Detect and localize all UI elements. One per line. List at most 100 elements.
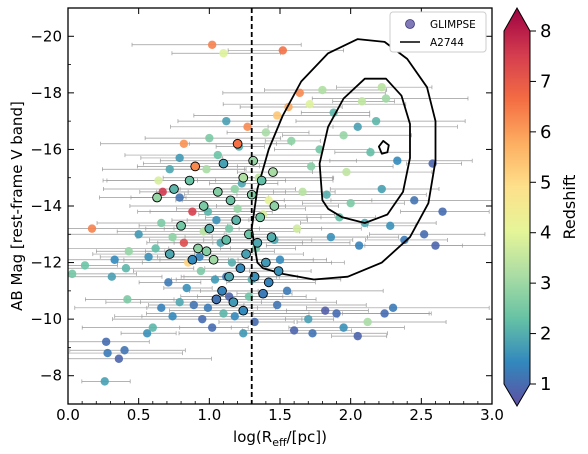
a2744-point	[198, 201, 209, 211]
glimpse-point	[366, 148, 375, 157]
glimpse-point	[353, 331, 362, 341]
glimpse-point	[87, 224, 97, 233]
a2744-point	[232, 138, 243, 149]
glimpse-point	[120, 346, 129, 355]
glimpse-point	[230, 312, 239, 321]
legend-glimpse-marker	[405, 19, 415, 29]
colorbar-tick-label: 2	[540, 324, 551, 345]
glimpse-point	[157, 303, 166, 313]
glimpse-point	[292, 224, 302, 233]
x-tick-label: 0.0	[56, 406, 80, 424]
glimpse-point	[175, 153, 184, 163]
a2744-point	[248, 155, 258, 166]
glimpse-point	[230, 184, 239, 194]
glimpse-point	[326, 232, 336, 242]
glimpse-point	[100, 377, 109, 386]
a2744-point	[255, 212, 266, 223]
glimpse-point	[114, 354, 124, 363]
glimpse-point	[151, 244, 160, 253]
a2744-point	[221, 235, 232, 245]
glimpse-point	[388, 303, 398, 313]
glimpse-point	[196, 266, 206, 276]
glimpse-point	[175, 193, 184, 202]
glimpse-point	[298, 187, 307, 197]
glimpse-point	[157, 218, 166, 228]
glimpse-point	[321, 306, 330, 315]
glimpse-point	[148, 323, 157, 332]
glimpse-point	[431, 241, 440, 250]
glimpse-point	[195, 252, 204, 262]
a2744-point	[169, 184, 179, 194]
glimpse-point	[393, 156, 402, 165]
x-axis-ticks: 0.0 0.5 1.0 1.5 2.0 2.5 3.0	[56, 8, 504, 424]
glimpse-point	[261, 128, 271, 137]
glimpse-point	[110, 255, 119, 264]
a2744-point	[225, 195, 236, 206]
glimpse-point	[210, 275, 220, 284]
glimpse-point	[282, 286, 292, 296]
glimpse-point	[207, 323, 217, 332]
a2744-point	[238, 172, 249, 183]
a2744-point	[218, 158, 229, 169]
x-axis-title: log(Reff/[pc])	[233, 428, 327, 449]
a2744-point	[184, 175, 195, 186]
colorbar-tick-label: 8	[540, 21, 551, 42]
glimpse-point	[179, 238, 189, 247]
glimpse-point	[144, 252, 153, 262]
glimpse-point	[101, 337, 111, 346]
colorbar-tick-label: 6	[540, 122, 551, 143]
a2744-point	[201, 246, 212, 257]
glimpse-point	[438, 207, 447, 216]
glimpse-point	[410, 196, 419, 205]
a2744-point	[269, 201, 280, 211]
glimpse-point	[287, 136, 296, 146]
a2744-point	[208, 254, 219, 265]
a2744-contour	[378, 140, 390, 155]
glimpse-point	[68, 269, 77, 279]
glimpse-point	[207, 40, 217, 49]
a2744-point	[164, 249, 175, 259]
glimpse-point	[213, 150, 223, 160]
glimpse-point	[295, 88, 304, 98]
colorbar-tick-label: 5	[540, 172, 551, 193]
glimpse-point	[329, 108, 338, 117]
glimpse-point	[400, 235, 409, 245]
a2744-contour	[318, 77, 411, 224]
glimpse-point	[346, 198, 355, 208]
glimpse-point	[121, 264, 131, 273]
a2744-contours	[250, 38, 437, 281]
a2744-point	[176, 220, 186, 231]
colorbar-ticks: 1 2 3 4 5 6 7 8	[530, 21, 551, 395]
glimpse-point	[377, 184, 386, 194]
a2744-point	[273, 266, 284, 276]
glimpse-point	[212, 215, 221, 225]
glimpse-point	[278, 46, 288, 55]
a2744-contour	[250, 38, 437, 281]
glimpse-point	[154, 176, 163, 185]
glimpse-point	[386, 221, 395, 230]
glimpse-point	[233, 204, 242, 214]
glimpse-point	[308, 329, 317, 338]
a2744-point	[261, 257, 271, 268]
glimpse-point	[354, 241, 364, 250]
glimpse-point	[289, 326, 299, 335]
a2744-point	[238, 305, 249, 316]
a2744-point	[258, 288, 268, 299]
glimpse-point	[305, 99, 314, 109]
colorbar-tick-label: 7	[540, 71, 551, 92]
glimpse-point	[332, 309, 341, 318]
glimpse-point	[165, 165, 174, 174]
x-tick-label: 2.5	[409, 406, 433, 424]
glimpse-point	[134, 230, 143, 239]
y-axis-ticks: −20 −18 −16 −14 −12 −10 −8	[30, 7, 492, 405]
x-tick-label: 2.0	[339, 406, 363, 424]
glimpse-point	[322, 190, 331, 199]
glimpse-point	[164, 278, 173, 287]
a2744-point	[193, 243, 203, 254]
glimpse-point	[103, 348, 112, 358]
a2744-point	[187, 254, 198, 265]
colorbar-tick-label: 1	[540, 374, 551, 395]
glimpse-point	[381, 94, 391, 103]
a2744-point	[211, 294, 222, 305]
